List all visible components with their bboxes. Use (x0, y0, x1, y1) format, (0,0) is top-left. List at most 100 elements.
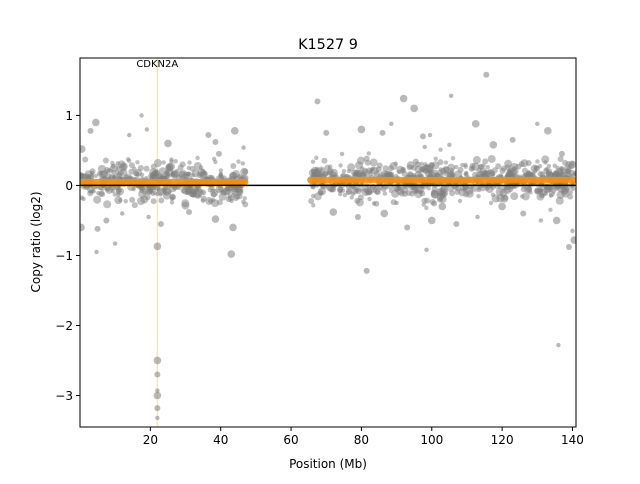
data-point (552, 216, 561, 225)
data-point (358, 187, 363, 192)
data-point (237, 173, 244, 180)
data-point (165, 168, 174, 177)
data-point (150, 198, 157, 205)
axes: 20 40 60 80 100 120 140 −3 −2 −1 0 1 (55, 57, 584, 447)
x-tick-label: 80 (354, 433, 369, 447)
data-point (471, 120, 480, 128)
data-point (148, 184, 157, 193)
data-point (382, 191, 388, 196)
data-point (447, 142, 452, 148)
data-point (154, 405, 161, 412)
data-point (440, 167, 447, 174)
data-point (387, 165, 394, 172)
data-point (471, 162, 480, 171)
data-point (394, 200, 399, 206)
data-point (161, 160, 166, 165)
data-point (534, 188, 541, 195)
data-point (354, 197, 361, 204)
data-point (354, 213, 361, 220)
data-point (118, 198, 123, 203)
data-point (308, 198, 315, 205)
data-point (96, 190, 101, 196)
data-point (139, 113, 144, 118)
data-point (115, 187, 122, 194)
data-point (154, 169, 159, 174)
data-point (110, 188, 116, 194)
data-point (450, 156, 456, 161)
data-point (543, 160, 548, 165)
data-point (123, 198, 128, 204)
data-point (211, 215, 220, 223)
x-tick-label: 20 (143, 433, 158, 447)
data-point (418, 189, 423, 195)
data-point (457, 166, 464, 173)
data-point (422, 144, 427, 150)
data-point (236, 159, 241, 164)
x-tick-label: 100 (420, 433, 443, 447)
data-point (535, 159, 540, 164)
data-point (194, 186, 200, 191)
data-point (146, 214, 151, 220)
data-point (241, 145, 246, 150)
x-tick-label: 40 (213, 433, 228, 447)
data-point (457, 198, 463, 204)
data-point (520, 210, 527, 217)
data-point (538, 188, 547, 197)
data-point (103, 172, 112, 181)
data-point (357, 125, 366, 134)
data-point (314, 155, 319, 161)
data-point (342, 192, 348, 198)
data-point (205, 196, 214, 205)
data-point (548, 193, 554, 198)
data-point (555, 196, 564, 205)
data-point (476, 187, 481, 193)
data-point (510, 192, 519, 201)
data-point (169, 196, 175, 201)
data-point (548, 207, 553, 212)
data-point (153, 391, 162, 400)
data-point (153, 356, 162, 365)
chart-title: K1527 9 (298, 37, 358, 53)
data-point (421, 202, 426, 207)
data-point (129, 196, 136, 203)
data-point (355, 171, 361, 176)
data-point (369, 183, 376, 190)
data-point (212, 139, 219, 146)
data-point (376, 162, 383, 169)
data-point (428, 162, 435, 169)
data-point (491, 194, 500, 203)
data-point (556, 190, 565, 199)
data-point (127, 132, 132, 138)
data-point (410, 104, 418, 113)
data-point (487, 154, 496, 163)
data-point (88, 189, 94, 194)
data-point (155, 388, 160, 393)
data-point (210, 191, 217, 198)
data-point (191, 191, 198, 198)
data-point (329, 208, 338, 216)
data-point (119, 168, 128, 177)
data-point (504, 159, 513, 168)
data-point (186, 171, 192, 177)
data-point (128, 162, 135, 169)
data-point (571, 172, 576, 178)
data-point (157, 187, 166, 196)
data-point (240, 161, 245, 166)
data-point (115, 161, 121, 166)
data-point (230, 187, 239, 196)
data-point (552, 163, 557, 168)
data-point (135, 160, 140, 165)
data-point (520, 159, 529, 168)
data-point (89, 168, 96, 175)
data-point (476, 193, 481, 199)
data-point (241, 199, 246, 205)
data-point (242, 196, 247, 201)
data-point (338, 163, 343, 168)
data-point (323, 129, 330, 136)
data-point (227, 250, 236, 258)
data-point (345, 189, 352, 196)
data-point (427, 216, 436, 225)
data-point (498, 202, 506, 211)
y-tick-label: 1 (65, 109, 73, 123)
